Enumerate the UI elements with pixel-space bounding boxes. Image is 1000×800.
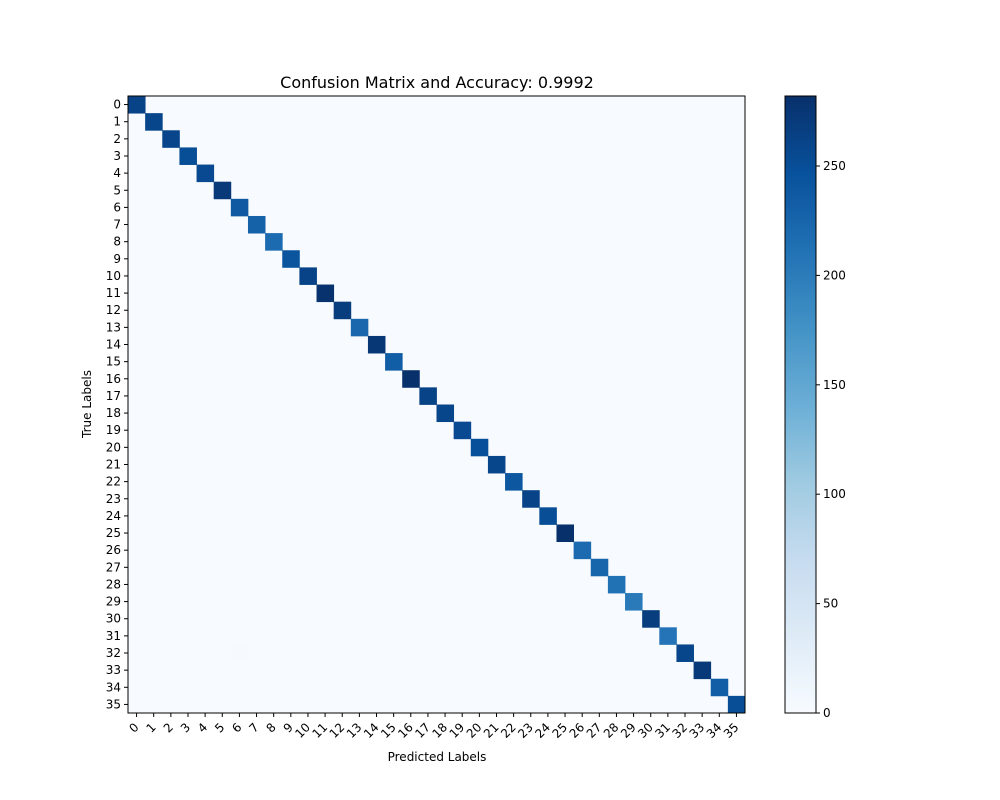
heatmap-cell — [230, 644, 249, 662]
y-tick-label: 31 — [106, 629, 121, 643]
y-tick-label: 17 — [106, 389, 121, 403]
colorbar — [784, 95, 817, 714]
y-tick-label: 32 — [106, 646, 121, 660]
y-tick-label: 21 — [106, 457, 121, 471]
y-tick-label: 10 — [106, 269, 121, 283]
y-tick-label: 18 — [106, 406, 121, 420]
chart-title: Confusion Matrix and Accuracy: 0.9992 — [280, 73, 594, 92]
y-tick-label: 11 — [106, 286, 121, 300]
y-tick-label: 13 — [106, 320, 121, 334]
heatmap-cells — [128, 96, 746, 714]
heatmap-cell — [333, 301, 352, 320]
x-tick-label: 6 — [229, 720, 244, 735]
x-tick-label: 3 — [178, 720, 193, 735]
heatmap-cell — [727, 695, 746, 714]
y-tick-label: 28 — [106, 577, 121, 591]
y-tick-label: 35 — [106, 697, 121, 711]
x-tick-label: 8 — [263, 720, 278, 735]
x-tick-label: 35 — [721, 720, 742, 741]
x-tick-label: 4 — [195, 720, 210, 735]
heatmap-cell — [625, 593, 643, 611]
colorbar-tick-label: 150 — [823, 378, 846, 392]
y-tick-label: 16 — [106, 372, 121, 386]
heatmap-cell — [573, 541, 592, 560]
heatmap-cell — [693, 661, 712, 680]
heatmap-cell — [299, 267, 317, 285]
colorbar-tick-label: 200 — [823, 268, 846, 282]
y-tick-label: 6 — [113, 200, 121, 214]
y-tick-label: 9 — [113, 252, 121, 266]
heatmap-cell — [282, 250, 300, 268]
y-tick-label: 33 — [106, 663, 121, 677]
heatmap-cell — [145, 113, 163, 131]
y-tick-label: 19 — [106, 423, 121, 437]
y-tick-label: 27 — [106, 560, 121, 574]
heatmap-cell — [453, 421, 472, 440]
y-tick-label: 0 — [113, 98, 121, 112]
y-tick-label: 7 — [113, 218, 121, 232]
heatmap-cell — [419, 387, 437, 405]
heatmap-cell — [522, 490, 540, 508]
heatmap-cell — [590, 558, 609, 577]
x-axis-ticks: 0 1 2 3 4 5 6 7 8 9101112131415161718192021222324… — [126, 713, 742, 741]
heatmap-cell — [539, 507, 557, 525]
heatmap-cell — [316, 284, 335, 303]
y-tick-label: 26 — [106, 543, 121, 557]
y-tick-label: 24 — [106, 509, 121, 523]
y-axis-ticks: 0123456789101112131415161718192021222324… — [106, 98, 128, 711]
x-tick-label: 1 — [144, 720, 159, 735]
y-axis-label: True Labels — [80, 370, 94, 439]
x-axis-label: Predicted Labels — [388, 750, 487, 764]
y-tick-label: 30 — [106, 612, 121, 626]
heatmap-cell — [402, 370, 420, 388]
plot-frame — [127, 95, 746, 714]
colorbar-tick-label: 250 — [823, 159, 846, 173]
heatmap-cell — [213, 181, 232, 200]
y-tick-label: 3 — [113, 149, 121, 163]
heatmap-cell — [607, 575, 626, 594]
y-tick-label: 15 — [106, 355, 121, 369]
colorbar-tick-label: 50 — [823, 597, 838, 611]
heatmap-cell — [710, 678, 729, 697]
y-tick-label: 14 — [106, 338, 121, 352]
y-tick-label: 4 — [113, 166, 121, 180]
y-tick-label: 23 — [106, 492, 121, 506]
y-tick-label: 22 — [106, 475, 121, 489]
heatmap-cell — [436, 404, 455, 423]
x-tick-label: 0 — [126, 720, 141, 735]
y-tick-label: 2 — [113, 132, 121, 146]
heatmap-cell — [179, 147, 197, 165]
colorbar-tick-label: 0 — [823, 706, 831, 720]
heatmap-cell — [676, 644, 694, 662]
heatmap-cell — [659, 627, 677, 645]
heatmap-cell — [505, 473, 523, 491]
y-tick-label: 20 — [106, 440, 121, 454]
heatmap-cell — [556, 524, 575, 543]
heatmap-cell — [470, 438, 489, 457]
y-tick-label: 5 — [113, 183, 121, 197]
heatmap-cell — [350, 318, 369, 337]
y-tick-label: 8 — [113, 235, 121, 249]
heatmap-cell — [247, 215, 266, 234]
x-tick-label: 2 — [161, 720, 176, 735]
colorbar-ticks: 0 50 100 150 200 250 — [816, 159, 846, 720]
heatmap-cell — [385, 353, 403, 371]
heatmap-cell — [196, 164, 215, 183]
heatmap-cell — [487, 455, 506, 474]
y-tick-label: 1 — [113, 115, 121, 129]
heatmap-cell — [367, 335, 386, 354]
heatmap-cell — [265, 233, 283, 251]
y-tick-label: 34 — [106, 680, 121, 694]
heatmap-cell — [230, 198, 249, 217]
x-tick-label: 5 — [212, 720, 227, 735]
y-tick-label: 29 — [106, 595, 121, 609]
heatmap-cell — [642, 610, 660, 628]
heatmap-cell — [128, 96, 146, 114]
heatmap-cell — [162, 130, 180, 148]
y-tick-label: 12 — [106, 303, 121, 317]
y-tick-label: 25 — [106, 526, 121, 540]
colorbar-tick-label: 100 — [823, 487, 846, 501]
x-tick-label: 7 — [246, 720, 261, 735]
